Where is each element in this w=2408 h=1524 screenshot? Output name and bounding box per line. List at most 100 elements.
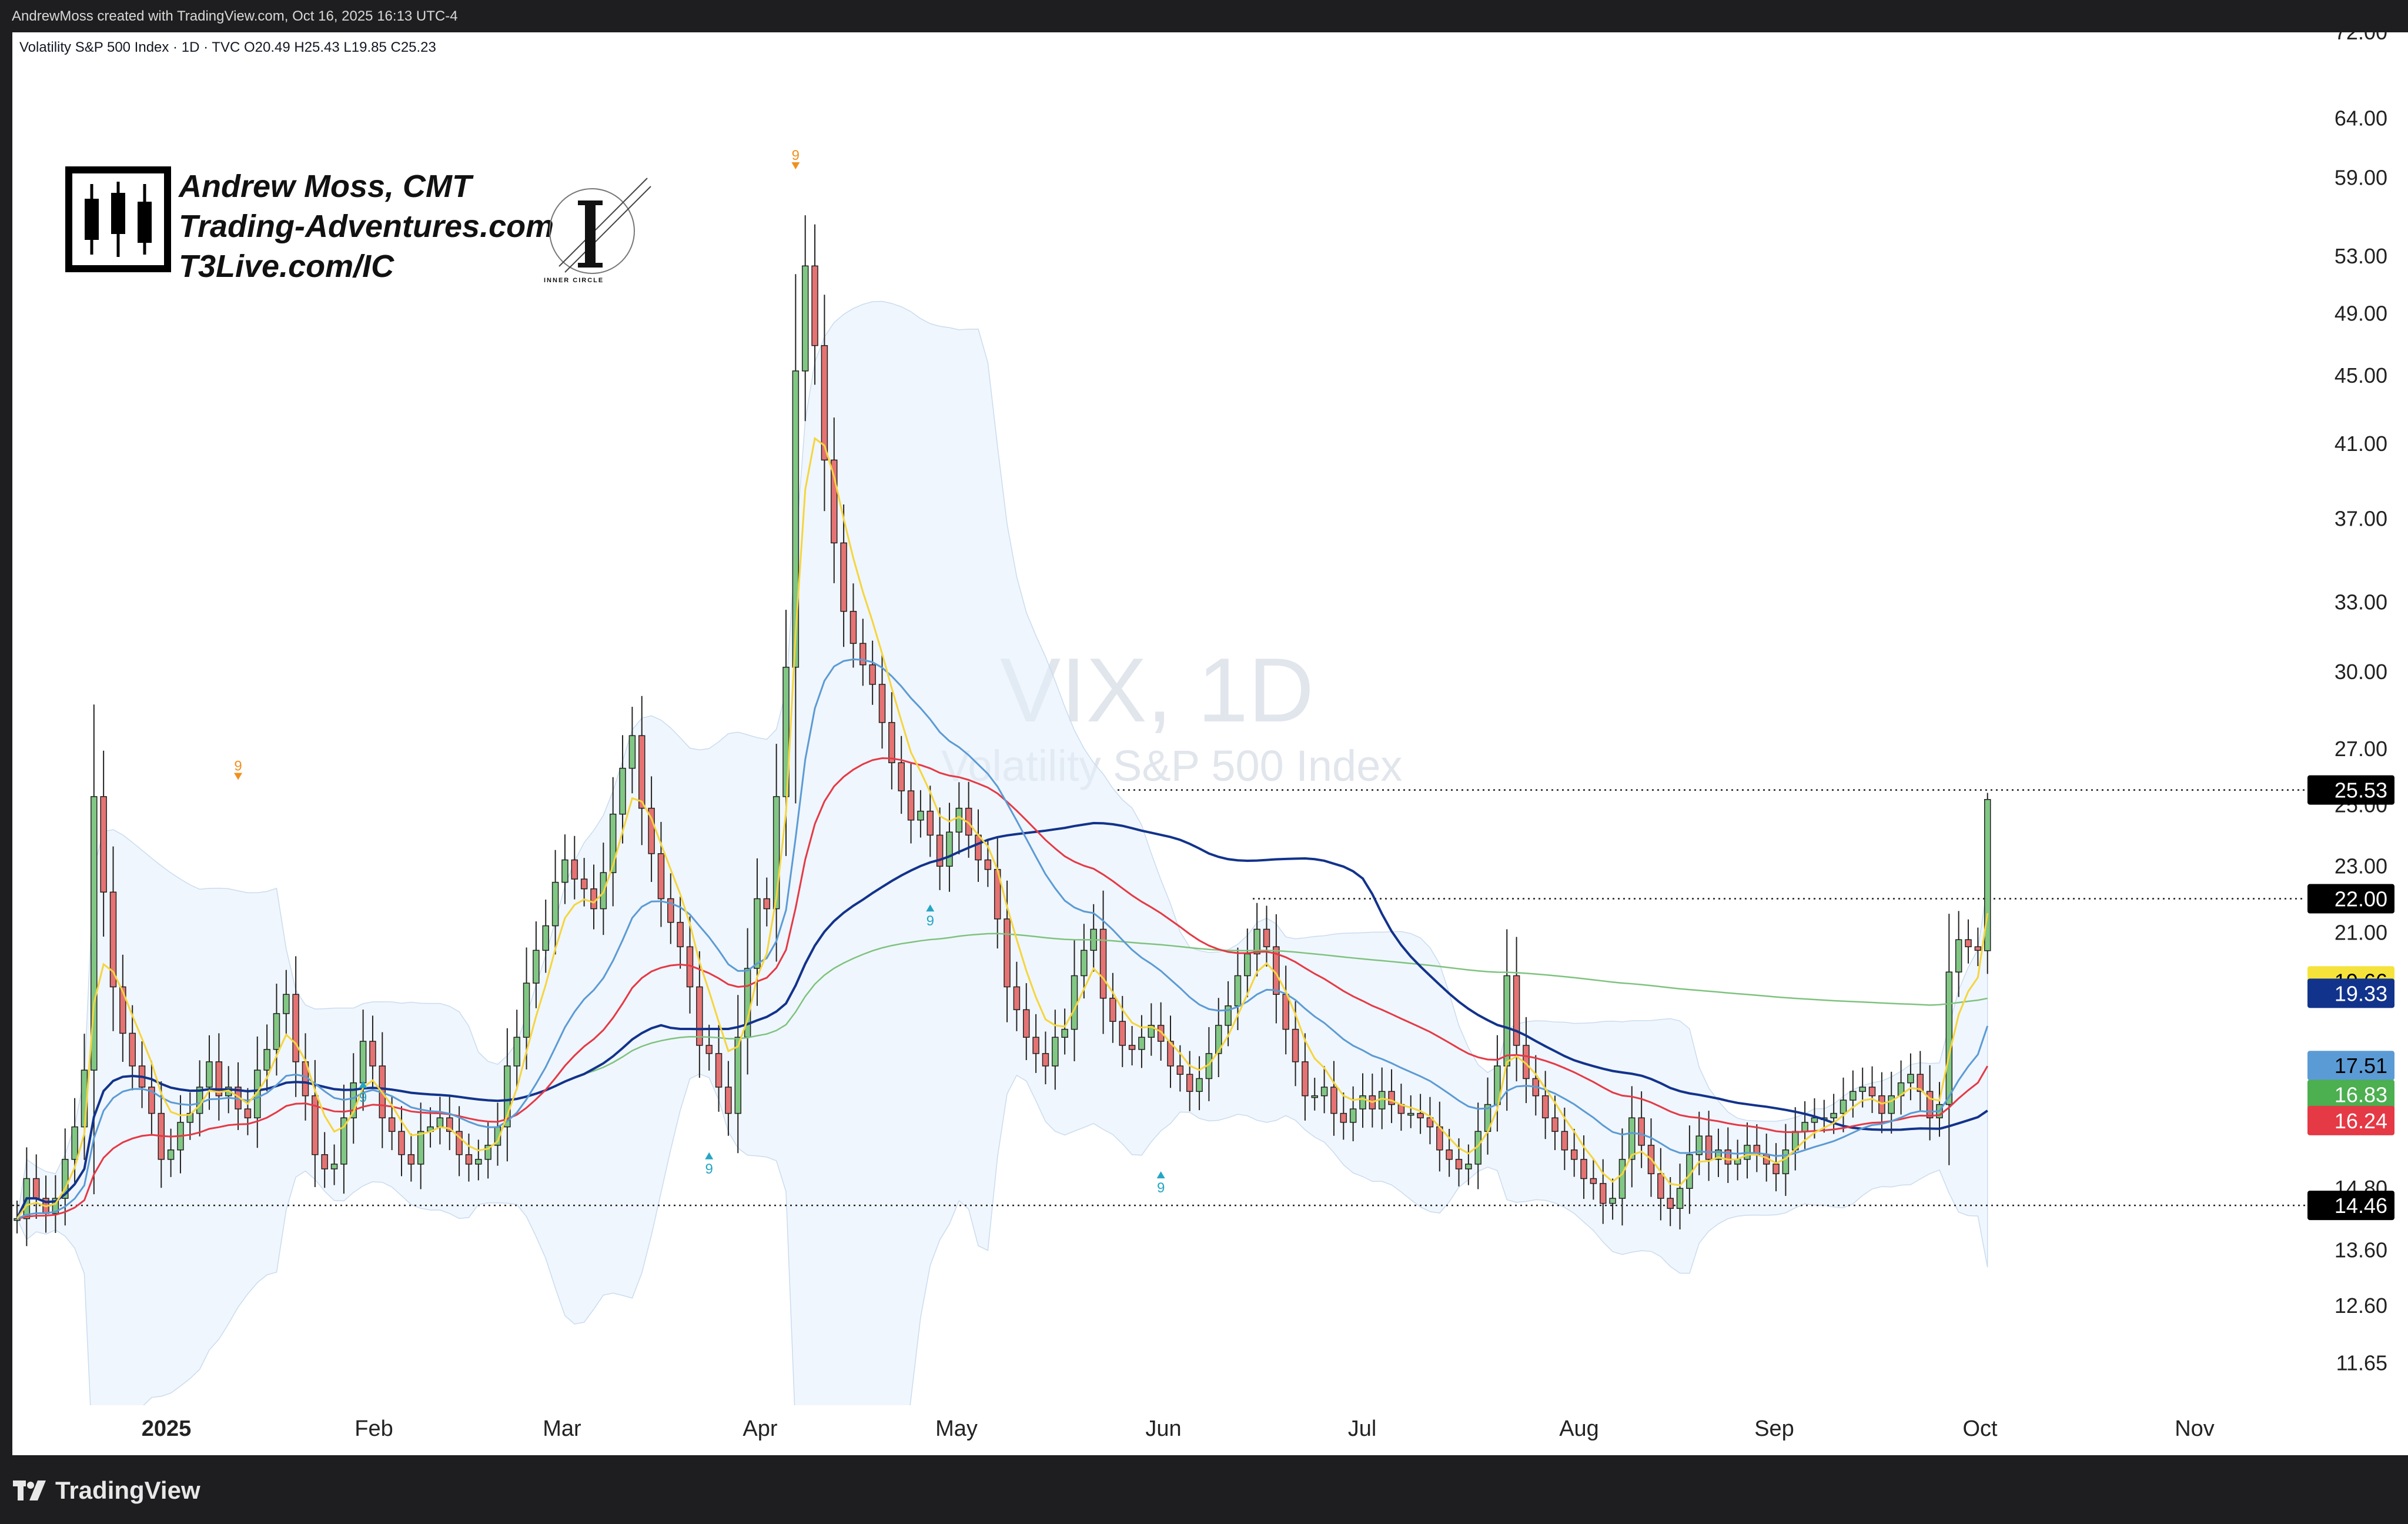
candle — [533, 921, 540, 1008]
time-axis[interactable]: 2025 Feb Mar Apr May Jun Jul Aug Sep Oct Nov — [12, 1405, 2305, 1455]
candle-body — [1628, 1117, 1636, 1160]
brand-line-site: Trading-Adventures.com — [179, 209, 554, 244]
candle-body — [1119, 1021, 1126, 1046]
candle — [1081, 924, 1088, 999]
candle-body — [1234, 975, 1242, 1007]
tradingview-logo[interactable]: TradingView — [13, 1476, 200, 1505]
tradingview-wordmark: TradingView — [55, 1476, 200, 1504]
candle-body — [513, 1037, 520, 1067]
candle — [369, 1015, 376, 1088]
price-badge: 16.24 — [2307, 1105, 2394, 1135]
candle-body — [1013, 986, 1021, 1011]
candle — [1628, 1086, 1636, 1188]
candle — [628, 707, 636, 794]
price-badge-bg — [2307, 978, 2394, 1008]
candle — [1186, 1051, 1193, 1111]
candle-body — [1830, 1112, 1837, 1118]
candle-body — [1850, 1091, 1857, 1101]
price-badge: 25.53 — [2307, 775, 2394, 805]
y-tick-label: 53.00 — [2335, 244, 2387, 268]
candle-body — [1407, 1112, 1414, 1116]
symbol-legend[interactable]: Volatility S&P 500 Index · 1D · TVC O20.… — [19, 39, 436, 55]
candle — [283, 970, 290, 1035]
candle-body — [436, 1117, 444, 1128]
candle — [1618, 1128, 1626, 1226]
candle-body — [1320, 1087, 1328, 1097]
up-arrow-icon — [359, 1081, 367, 1088]
candle — [1590, 1159, 1597, 1200]
candle — [1782, 1124, 1790, 1197]
candle-body — [667, 898, 674, 923]
price-axis[interactable]: 11.6512.6013.6014.8021.0023.0025.0027.00… — [2305, 32, 2408, 1455]
candle-body — [927, 810, 934, 836]
candle — [1253, 903, 1260, 977]
candle-body — [1955, 939, 1962, 972]
price-badge: 17.51 — [2307, 1051, 2394, 1081]
candle-body — [350, 1082, 357, 1118]
candle — [1695, 1111, 1703, 1175]
price-badge: 19.33 — [2307, 978, 2394, 1008]
candle-body — [772, 796, 780, 910]
candle-body — [1657, 1173, 1664, 1199]
tradingview-icon — [13, 1480, 46, 1500]
candle-body — [831, 459, 838, 544]
candle — [244, 1088, 252, 1135]
candle — [1984, 793, 1991, 974]
candle-body — [1244, 953, 1251, 977]
candle-body — [955, 807, 963, 833]
candle — [1128, 1026, 1136, 1065]
candle-body — [1349, 1108, 1357, 1123]
candle-body — [1196, 1078, 1203, 1092]
price-badge-label: 14.46 — [2335, 1194, 2387, 1218]
candle — [725, 1061, 732, 1136]
candle — [831, 417, 838, 583]
candle-body — [917, 810, 924, 821]
candle-body — [91, 796, 98, 1071]
y-tick-label: 64.00 — [2335, 106, 2387, 130]
candle — [1600, 1159, 1607, 1224]
candle — [1340, 1092, 1347, 1140]
candle-body — [975, 834, 982, 861]
candle — [898, 736, 905, 814]
candle — [1417, 1094, 1424, 1134]
candle-body — [1917, 1074, 1924, 1092]
candle-body — [840, 542, 847, 612]
candle — [1032, 1014, 1039, 1073]
candle-body — [1926, 1091, 1934, 1118]
candle — [1724, 1127, 1732, 1184]
candle — [1148, 1003, 1155, 1056]
td-marker-label: 9 — [927, 913, 934, 929]
candle — [186, 1092, 194, 1140]
candle-body — [1099, 928, 1107, 999]
candle-body — [1551, 1117, 1558, 1132]
candle — [215, 1033, 223, 1121]
candle-body — [1974, 946, 1982, 951]
candle — [657, 821, 665, 927]
candle-body — [1609, 1198, 1616, 1204]
author-credit: AndrewMoss created with TradingView.com,… — [12, 8, 458, 24]
y-tick-label: 59.00 — [2335, 165, 2387, 189]
candle-body — [551, 881, 559, 927]
candle-body — [878, 684, 886, 723]
candle-body — [1081, 950, 1088, 977]
candle-body — [754, 898, 761, 969]
candlestick-chart[interactable]: 9 9 9 9 9 9 — [12, 32, 2305, 1405]
candle — [542, 899, 549, 973]
candle-body — [119, 986, 126, 1034]
ma-navy-line — [16, 821, 1988, 1219]
candle-body — [273, 1013, 280, 1050]
candle-body — [792, 370, 800, 668]
candle — [148, 1061, 155, 1136]
candle-body — [648, 807, 655, 854]
candle-body — [1109, 997, 1116, 1022]
candle-body — [1676, 1188, 1684, 1209]
candle — [1917, 1051, 1924, 1111]
candle — [869, 640, 876, 705]
ma-blue-line — [16, 658, 1989, 1220]
candle-body — [1715, 1149, 1722, 1160]
candle — [407, 1134, 415, 1182]
candle — [946, 803, 953, 892]
td-marker-label: 9 — [234, 758, 242, 774]
